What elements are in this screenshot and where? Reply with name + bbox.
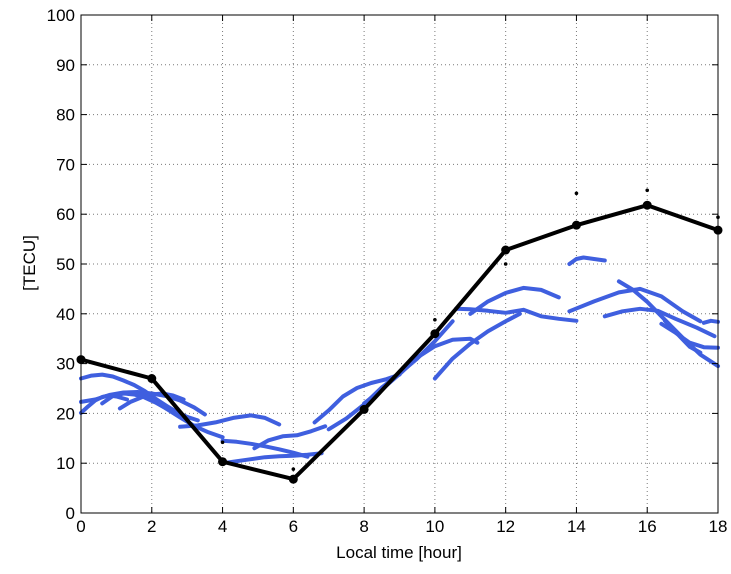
spread-point [433, 317, 437, 322]
x-tick-label: 18 [709, 517, 728, 536]
observation-track [220, 451, 324, 466]
y-axis-label: [TECU] [20, 235, 39, 291]
x-tick-label: 16 [638, 517, 657, 536]
model-point [501, 245, 511, 255]
y-tick-label: 80 [56, 106, 75, 125]
x-tick-label: 2 [147, 517, 156, 536]
x-tick-label: 14 [567, 517, 586, 536]
model-point [218, 457, 228, 467]
y-tick-label: 60 [56, 205, 75, 224]
observation-track [701, 318, 720, 325]
model-point [642, 200, 652, 210]
y-tick-label: 40 [56, 305, 75, 324]
axes-frame-layer [80, 14, 719, 514]
spread-point [574, 191, 579, 196]
grid-layer [81, 15, 718, 513]
observation-tracks-layer [79, 255, 720, 466]
observation-track [178, 413, 282, 429]
axes-box [80, 14, 719, 514]
y-tick-label: 30 [56, 355, 75, 374]
y-tick-label: 20 [56, 404, 75, 423]
model-point [288, 474, 298, 484]
spread-point [645, 188, 650, 193]
observation-track [117, 391, 186, 411]
observation-track [220, 438, 310, 459]
y-tick-label: 0 [66, 504, 75, 523]
observation-track [468, 285, 561, 316]
x-tick-label: 10 [425, 517, 444, 536]
model-line [80, 203, 719, 482]
y-tick-label: 50 [56, 255, 75, 274]
model-point [571, 220, 581, 230]
observation-track [567, 286, 703, 324]
y-tick-label: 10 [56, 454, 75, 473]
observation-track [252, 424, 328, 451]
model-point [430, 329, 440, 339]
x-tick-label: 4 [218, 517, 227, 536]
spread-point [220, 440, 225, 445]
x-axis-label: Local time [hour] [336, 543, 462, 562]
model-point [359, 404, 369, 414]
x-tick-label: 0 [76, 517, 85, 536]
y-tick-label: 100 [47, 6, 75, 25]
observation-track [662, 318, 703, 355]
tick-label-layer: 0 2 4 6 8 10 12 14 16 18 0 10 20 30 40 50 60 70 80 90 100 [47, 6, 728, 536]
y-tick-label: 70 [56, 155, 75, 174]
observation-track [312, 372, 402, 425]
spread-point [503, 262, 508, 266]
x-tick-label: 8 [359, 517, 368, 536]
model-point [147, 374, 157, 384]
x-tick-label: 6 [289, 517, 298, 536]
observation-track [567, 255, 607, 266]
x-tick-label: 12 [496, 517, 515, 536]
y-tick-label: 90 [56, 56, 75, 75]
observation-track [432, 311, 522, 381]
observation-track [135, 391, 225, 440]
model-layer [76, 188, 723, 484]
spread-point [291, 467, 296, 471]
